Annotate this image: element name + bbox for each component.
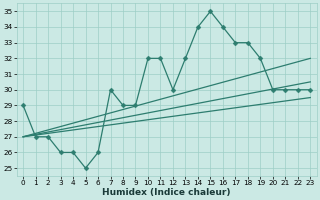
X-axis label: Humidex (Indice chaleur): Humidex (Indice chaleur) [102, 188, 231, 197]
